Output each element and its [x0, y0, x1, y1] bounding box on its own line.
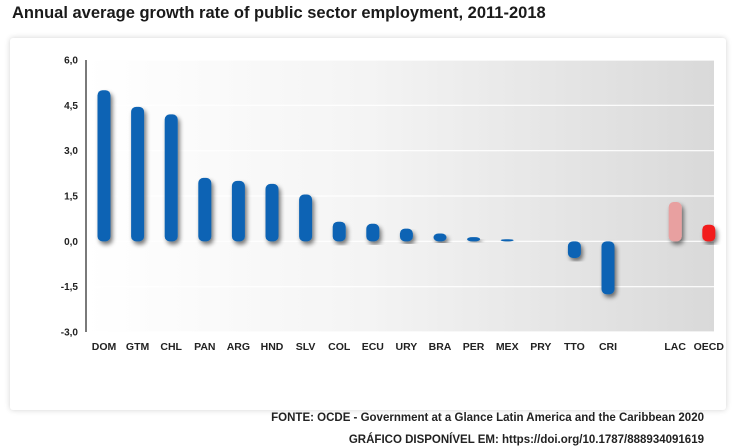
y-axis: 6,0 4,5 3,0 1,5 0,0 -1,5 -3,0	[61, 56, 87, 339]
y-tick-label: 3,0	[64, 146, 78, 157]
bar-ury[interactable]	[399, 228, 413, 242]
bar-pan[interactable]	[198, 177, 212, 242]
y-tick-label: 4,5	[64, 101, 78, 112]
bar-mex[interactable]	[500, 239, 514, 242]
x-tick-label: BRA	[429, 341, 452, 353]
x-tick-label: PRY	[530, 341, 551, 353]
bar-col[interactable]	[332, 221, 346, 242]
y-tick-label: -3,0	[61, 328, 79, 339]
x-tick-label: ARG	[227, 341, 250, 353]
bar-ecu[interactable]	[366, 223, 380, 242]
bar-cri[interactable]	[601, 241, 615, 295]
x-tick-label: OECD	[694, 341, 725, 353]
bar-hnd[interactable]	[265, 183, 279, 242]
x-tick-label: MEX	[496, 341, 519, 353]
bar-bra[interactable]	[433, 233, 447, 242]
chart-title: Annual average growth rate of public sec…	[12, 4, 546, 22]
x-tick-label: HND	[261, 341, 284, 353]
bar-chl[interactable]	[164, 114, 178, 242]
x-tick-label: GTM	[126, 341, 150, 353]
x-tick-label: CHL	[160, 341, 182, 353]
x-tick-label: TTO	[564, 341, 585, 353]
bar-gtm[interactable]	[131, 106, 145, 242]
bar-lac[interactable]	[668, 202, 682, 242]
x-tick-label: DOM	[92, 341, 117, 353]
x-tick-label: SLV	[296, 341, 316, 353]
bar-oecd[interactable]	[702, 224, 716, 242]
bar-dom[interactable]	[97, 90, 111, 242]
bar-chart: 6,0 4,5 3,0 1,5 0,0 -1,5 -3,0 DOM GTM CHL PAN ARG H…	[61, 56, 725, 354]
y-tick-label: 1,5	[64, 192, 78, 203]
x-tick-label: CRI	[599, 341, 617, 353]
x-tick-label: PAN	[194, 341, 215, 353]
chart-card: 6,0 4,5 3,0 1,5 0,0 -1,5 -3,0 DOM GTM CHL PAN ARG H…	[10, 38, 726, 446]
source-link[interactable]: GRÁFICO DISPONÍVEL EM: https://doi.org/1…	[348, 434, 704, 446]
bar-slv[interactable]	[299, 194, 313, 242]
x-tick-label: ECU	[362, 341, 384, 353]
x-tick-label: COL	[328, 341, 351, 353]
y-tick-label: -1,5	[61, 282, 79, 293]
x-tick-label: LAC	[664, 341, 686, 353]
x-tick-label: URY	[396, 341, 418, 353]
x-tick-label: PER	[463, 341, 485, 353]
source-note: FONTE: OCDE - Government at a Glance Lat…	[271, 412, 704, 424]
bar-tto[interactable]	[567, 241, 581, 258]
bar-arg[interactable]	[231, 180, 245, 242]
y-tick-label: 0,0	[64, 237, 78, 248]
x-axis-labels: DOM GTM CHL PAN ARG HND SLV COL ECU URY BRA PER MEX P…	[92, 341, 725, 353]
bar-per[interactable]	[467, 237, 481, 242]
y-tick-label: 6,0	[64, 56, 78, 67]
bars	[97, 90, 716, 295]
